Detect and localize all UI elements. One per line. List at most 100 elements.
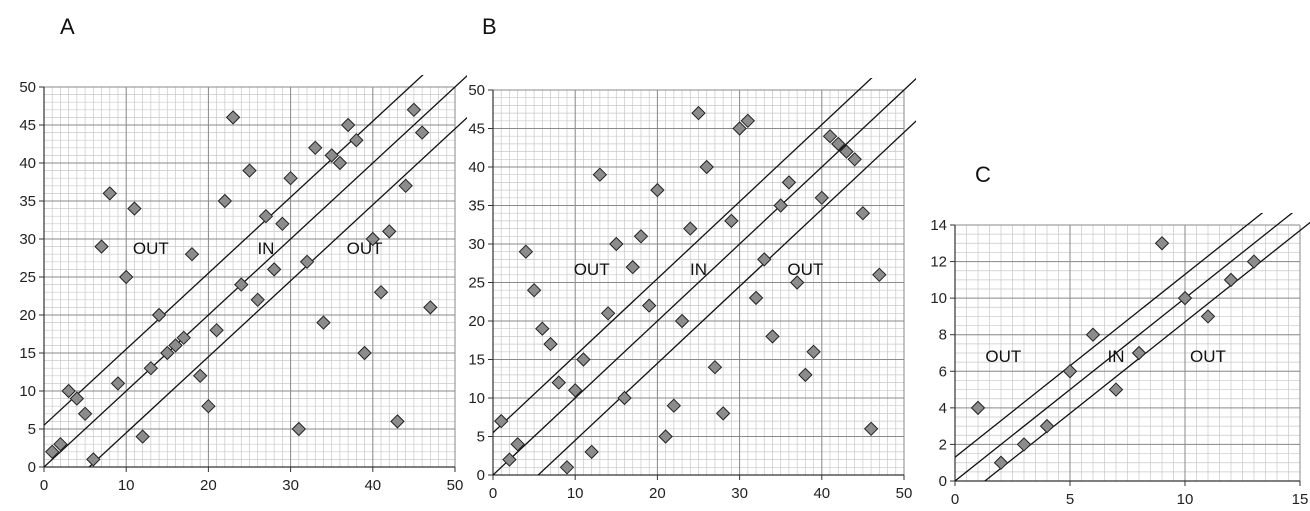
panel-c-boundary-line	[955, 213, 1294, 481]
panel-c-y-tick-label: 14	[930, 217, 947, 234]
panel-a-x-tick-label: 20	[200, 477, 217, 494]
panel-b-y-tick-label: 40	[468, 159, 485, 176]
panel-b-data-point	[658, 429, 673, 444]
panel-a-y-tick-label: 5	[28, 421, 36, 438]
panel-b-data-point	[567, 383, 583, 398]
panel-a-region-label: OUT	[347, 239, 383, 258]
panel-a-data-point	[53, 436, 68, 452]
panel-b-data-point	[699, 159, 714, 175]
panel-b-data-point	[847, 152, 862, 167]
panel-a-data-point	[201, 398, 216, 414]
panel-a-y-tick-label: 45	[19, 117, 36, 134]
panel-b-data-point	[641, 298, 657, 313]
panel-b-region-label: OUT	[574, 260, 610, 279]
panel-a-data-point	[242, 163, 257, 178]
panel-a-y-tick-label: 30	[19, 231, 36, 248]
panel-b-data-point	[502, 452, 517, 467]
panel-c-data-point	[1108, 382, 1124, 397]
panel-c-y-tick-label: 8	[939, 327, 947, 344]
panel-a-y-tick-label: 20	[19, 307, 36, 324]
panel-a-data-point	[143, 360, 159, 376]
panel-a-y-tick-label: 15	[19, 345, 36, 362]
panel-b-data-point	[789, 275, 805, 290]
panel-a-data-point	[373, 284, 389, 300]
panel-b-boundary-line	[537, 120, 916, 475]
panel-b-y-tick-label: 15	[468, 352, 485, 369]
panel-a-data-point	[357, 345, 372, 361]
panel-b-y-tick-label: 50	[468, 82, 485, 99]
panel-c-data-point	[1154, 236, 1170, 251]
panel-a-data-point	[192, 368, 208, 384]
panel-a-data-point	[234, 277, 249, 292]
panel-c-boundary-line	[955, 213, 1264, 458]
panel-a-data-point	[77, 406, 93, 422]
panel-a-data-point	[94, 239, 109, 254]
panel-b-x-tick-label: 40	[813, 485, 830, 502]
panel-a-data-point	[308, 140, 323, 156]
panel-a-data-point	[127, 201, 142, 216]
panel-b-boundary-line	[493, 78, 916, 475]
panel-a-data-point	[209, 322, 224, 338]
panel-c-y-tick-label: 2	[939, 436, 947, 453]
panel-a-data-point	[135, 429, 150, 444]
panel-b-y-tick-label: 45	[468, 121, 485, 138]
panel-a-data-point	[275, 216, 290, 232]
panel-c-data-point	[993, 455, 1009, 470]
panel-b-data-point	[732, 121, 747, 136]
panel-a-x-tick-label: 30	[282, 477, 299, 494]
panel-b-data-point	[559, 460, 575, 475]
panel-a-data-point	[283, 170, 298, 186]
panel-c-y-tick-label: 0	[939, 473, 947, 490]
panel-a-data-point	[414, 125, 430, 140]
panel-a-data-point	[160, 345, 175, 361]
panel-c-data-point	[1039, 418, 1055, 434]
panel-b-data-point	[872, 267, 887, 283]
panel-c-region-label: OUT	[1190, 347, 1226, 366]
panel-a-data-point	[118, 269, 134, 285]
panel-c-data-point	[1246, 254, 1262, 269]
panel-a-data-point	[184, 246, 200, 262]
panel-a-boundary-line	[44, 75, 424, 426]
panel-b-data-point	[839, 144, 854, 159]
panel-a-data-point	[382, 224, 397, 239]
panel-b-x-tick-label: 30	[731, 485, 748, 502]
panel-b-data-point	[551, 375, 566, 390]
panel-c-label: C	[975, 162, 991, 187]
panel-b-data-point	[765, 329, 780, 344]
panel-a-data-point	[291, 421, 307, 437]
panel-b-data-point	[609, 236, 624, 252]
panel-b-data-point	[814, 190, 830, 206]
panel-b-data-point	[806, 344, 821, 360]
panel-b-data-point	[543, 336, 558, 352]
panel-b-y-tick-label: 25	[468, 275, 485, 292]
panel-c-data-point	[1085, 327, 1101, 342]
panel-b-x-tick-label: 50	[896, 485, 913, 502]
panel-b-boundary-line	[493, 78, 873, 434]
panel-c-y-tick-label: 4	[939, 400, 947, 417]
panel-a-y-tick-label: 50	[19, 79, 36, 96]
panel-a-y-tick-label: 0	[28, 459, 36, 476]
panel-a-x-tick-label: 50	[447, 477, 464, 494]
panel-a-data-point	[86, 452, 101, 467]
panel-c-data-point	[1177, 290, 1193, 306]
panel-b-region-label: OUT	[787, 260, 823, 279]
panel-a-data-point	[151, 307, 167, 323]
panel-a-data-point	[110, 376, 126, 391]
panel-a-data-point	[217, 193, 233, 209]
panel-b-data-point	[535, 321, 550, 336]
panel-b-y-tick-label: 20	[468, 313, 485, 330]
panel-a-data-point	[349, 132, 364, 148]
panel-c-data-point	[1062, 364, 1078, 379]
panel-a-data-point	[332, 155, 348, 171]
panel-a-x-tick-label: 0	[40, 477, 48, 494]
panel-c-y-tick-label: 10	[930, 290, 947, 307]
panel-c-y-tick-label: 12	[930, 254, 947, 271]
panel-a-data-point	[365, 231, 381, 247]
panel-a-data-point	[316, 315, 331, 330]
panel-b-y-tick-label: 30	[468, 236, 485, 253]
panel-b-data-point	[625, 259, 640, 275]
panel-a-data-point	[258, 208, 274, 224]
panel-c-region-label: OUT	[985, 347, 1021, 366]
panel-a-data-point	[406, 102, 422, 118]
